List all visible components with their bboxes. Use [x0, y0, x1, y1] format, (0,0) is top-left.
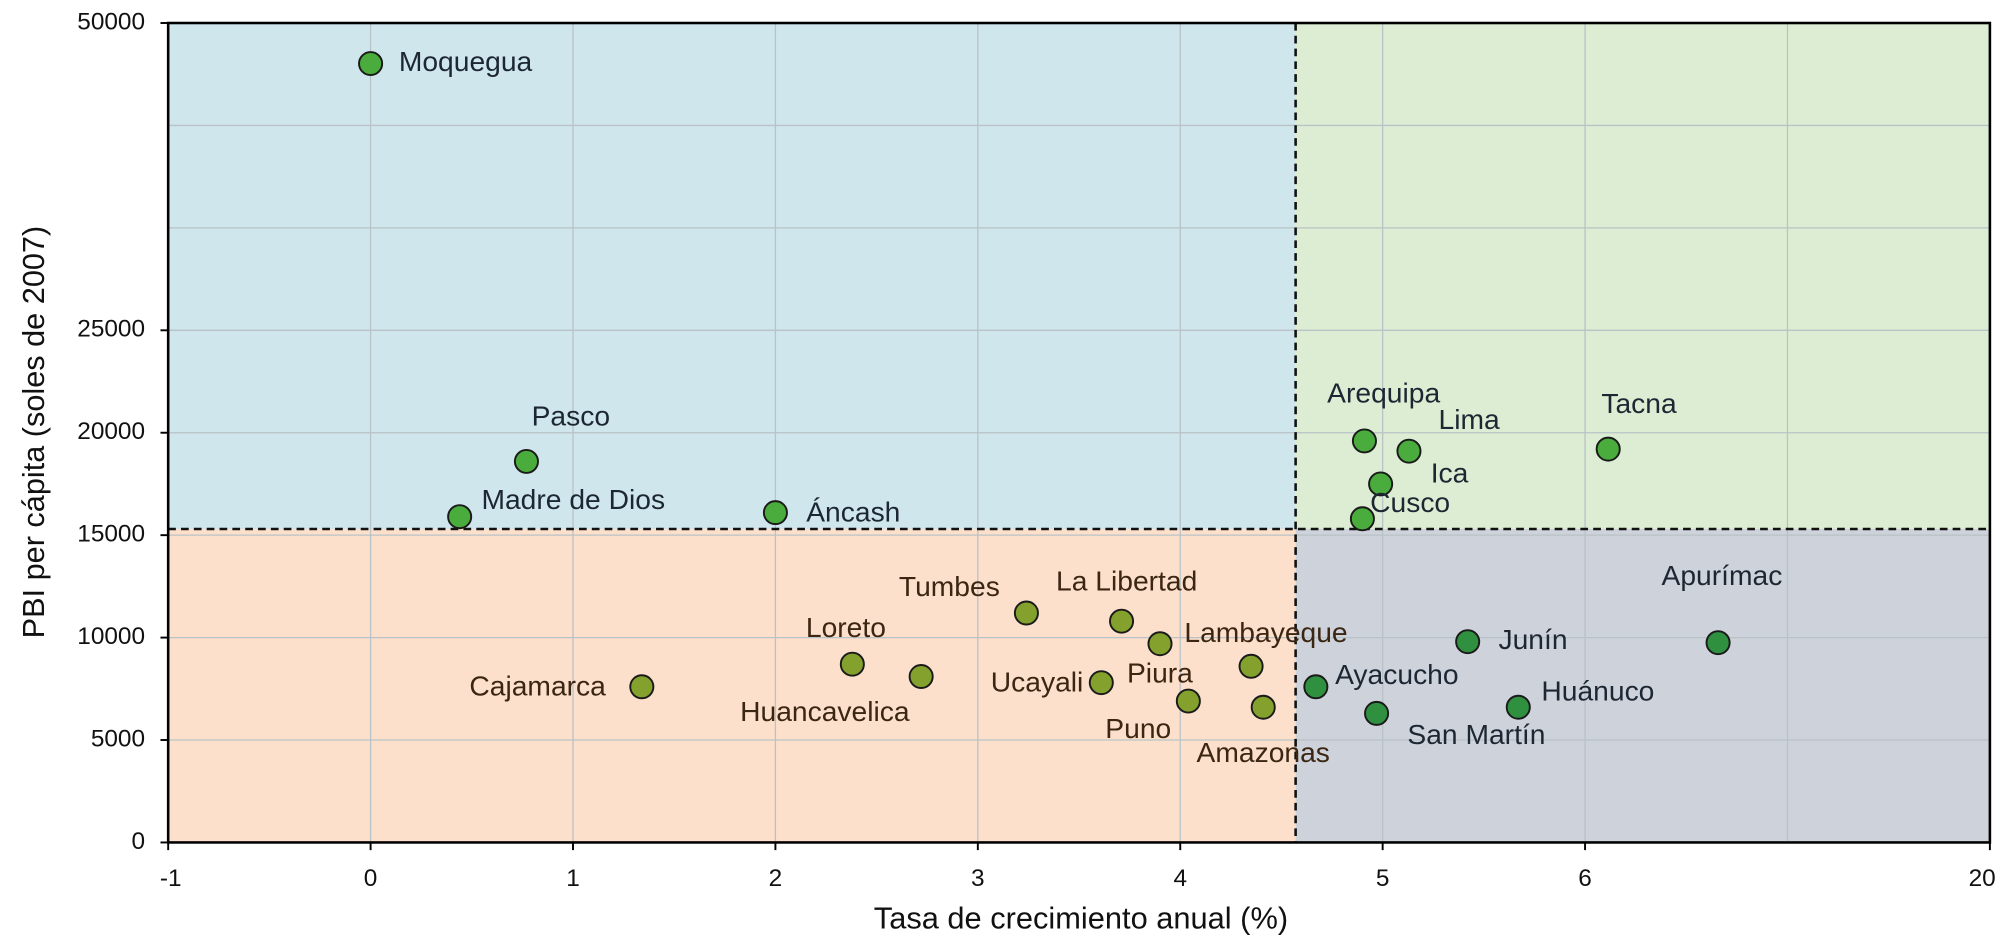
y-tick-label: 5000	[91, 725, 145, 752]
point-label: Ayacucho	[1335, 658, 1458, 690]
point-label: Ucayali	[991, 665, 1084, 697]
x-tick-label: 6	[1578, 865, 1592, 892]
y-tick-label: 25000	[77, 316, 145, 343]
point-label: Puno	[1105, 712, 1171, 744]
point-label: Huánuco	[1541, 675, 1654, 707]
point	[1147, 631, 1173, 657]
point	[358, 51, 384, 77]
point-label: Tumbes	[899, 570, 1000, 602]
point	[1238, 653, 1264, 679]
point-label: Lima	[1438, 403, 1500, 435]
point	[908, 664, 934, 689]
point-label: Cusco	[1370, 486, 1450, 518]
point	[1505, 694, 1531, 720]
point-label: Huancavelica	[740, 695, 910, 727]
point	[1349, 506, 1375, 532]
y-axis-title: PBI per cápita (soles de 2007)	[16, 226, 51, 639]
x-tick-label: 3	[971, 865, 985, 892]
x-tick-label: 0	[364, 865, 378, 892]
point-label: Lambayeque	[1184, 616, 1347, 648]
x-tick-label: 20	[1969, 865, 1996, 892]
point	[447, 504, 473, 530]
grid: -1 0 1 2 3 4 5 6 20 0 5000 10000 15000 20000 25000 5000…	[77, 8, 1995, 891]
point	[1351, 428, 1377, 454]
x-tick-label: -1	[160, 865, 182, 892]
point-label: Loreto	[806, 611, 886, 643]
point-label: San Martín	[1407, 718, 1545, 750]
point	[1109, 608, 1135, 634]
point	[839, 651, 865, 677]
point-label: Cajamarca	[469, 670, 606, 702]
point-label: Piura	[1127, 657, 1193, 689]
point-label: Madre de Dios	[481, 483, 665, 515]
y-tick-label: 20000	[77, 418, 145, 445]
point	[1303, 674, 1329, 700]
point-label: Amazonas	[1197, 736, 1330, 768]
quadrant	[1295, 529, 1990, 843]
y-tick-label: 10000	[77, 623, 145, 650]
point	[1250, 694, 1276, 720]
point-label: Ica	[1431, 456, 1469, 488]
x-axis-title: Tasa de crecimiento anual (%)	[874, 901, 1288, 936]
point	[1088, 670, 1114, 696]
x-tick-label: 5	[1376, 865, 1390, 892]
point	[513, 448, 539, 474]
x-tick-label: 4	[1173, 865, 1187, 892]
point-label: Tacna	[1601, 387, 1677, 419]
point	[1013, 600, 1039, 626]
point-label: Arequipa	[1327, 376, 1440, 408]
quadrant	[168, 23, 1296, 530]
plot-frame	[166, 21, 1992, 844]
point-label: La Libertad	[1056, 564, 1197, 596]
point-label: Áncash	[806, 495, 900, 527]
point	[762, 500, 788, 526]
y-tick-label: 0	[132, 828, 146, 855]
point-label: Moquegua	[399, 45, 533, 77]
point	[1705, 630, 1731, 656]
x-tick-label: 1	[566, 865, 580, 892]
point	[629, 674, 655, 700]
point	[1364, 700, 1390, 726]
point	[1368, 471, 1394, 497]
point	[1455, 629, 1481, 655]
point	[1175, 688, 1201, 714]
point-label: Pasco	[532, 399, 610, 431]
x-tick-label: 2	[769, 865, 783, 892]
marks: Moquegua Pasco Madre de Dios Áncash Arequipa…	[358, 45, 1783, 768]
point	[1595, 436, 1621, 462]
point	[1396, 438, 1422, 464]
point-label: Junín	[1498, 623, 1567, 655]
point-label: Apurímac	[1662, 559, 1783, 591]
y-tick-label: 50000	[77, 8, 145, 35]
y-tick-label: 15000	[77, 521, 145, 548]
